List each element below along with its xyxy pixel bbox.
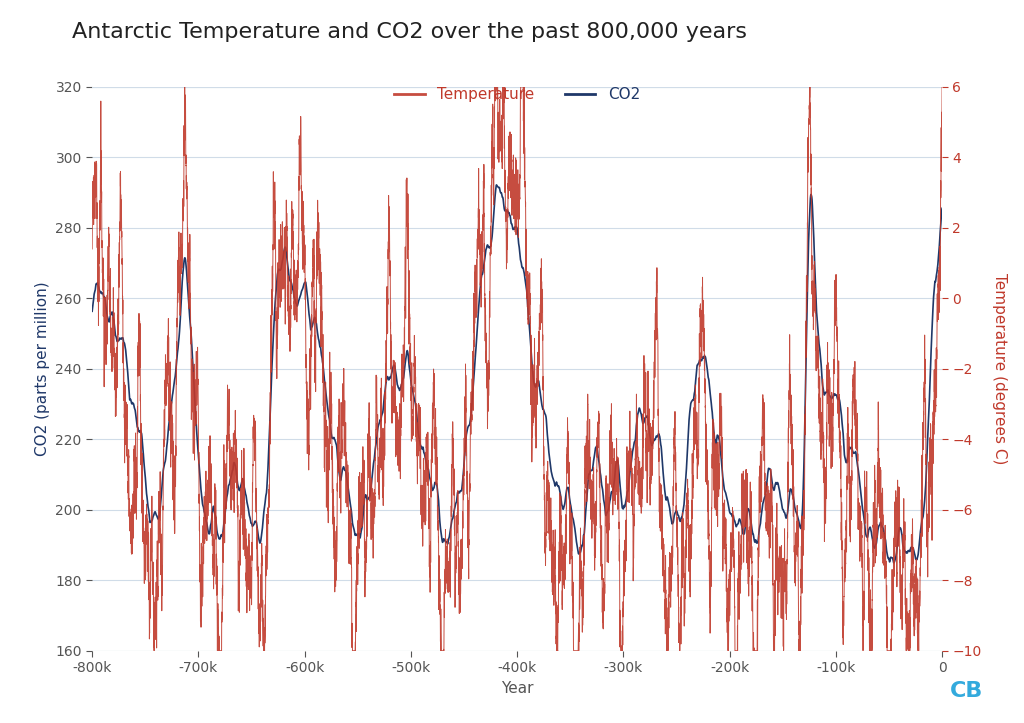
Text: Antarctic Temperature and CO2 over the past 800,000 years: Antarctic Temperature and CO2 over the p… [72, 22, 746, 42]
Y-axis label: Temperature (degrees C): Temperature (degrees C) [992, 273, 1007, 464]
X-axis label: Year: Year [501, 680, 534, 696]
Text: CB: CB [949, 681, 983, 701]
Y-axis label: CO2 (parts per million): CO2 (parts per million) [35, 281, 50, 456]
Legend: Temperature, CO2: Temperature, CO2 [388, 81, 646, 108]
